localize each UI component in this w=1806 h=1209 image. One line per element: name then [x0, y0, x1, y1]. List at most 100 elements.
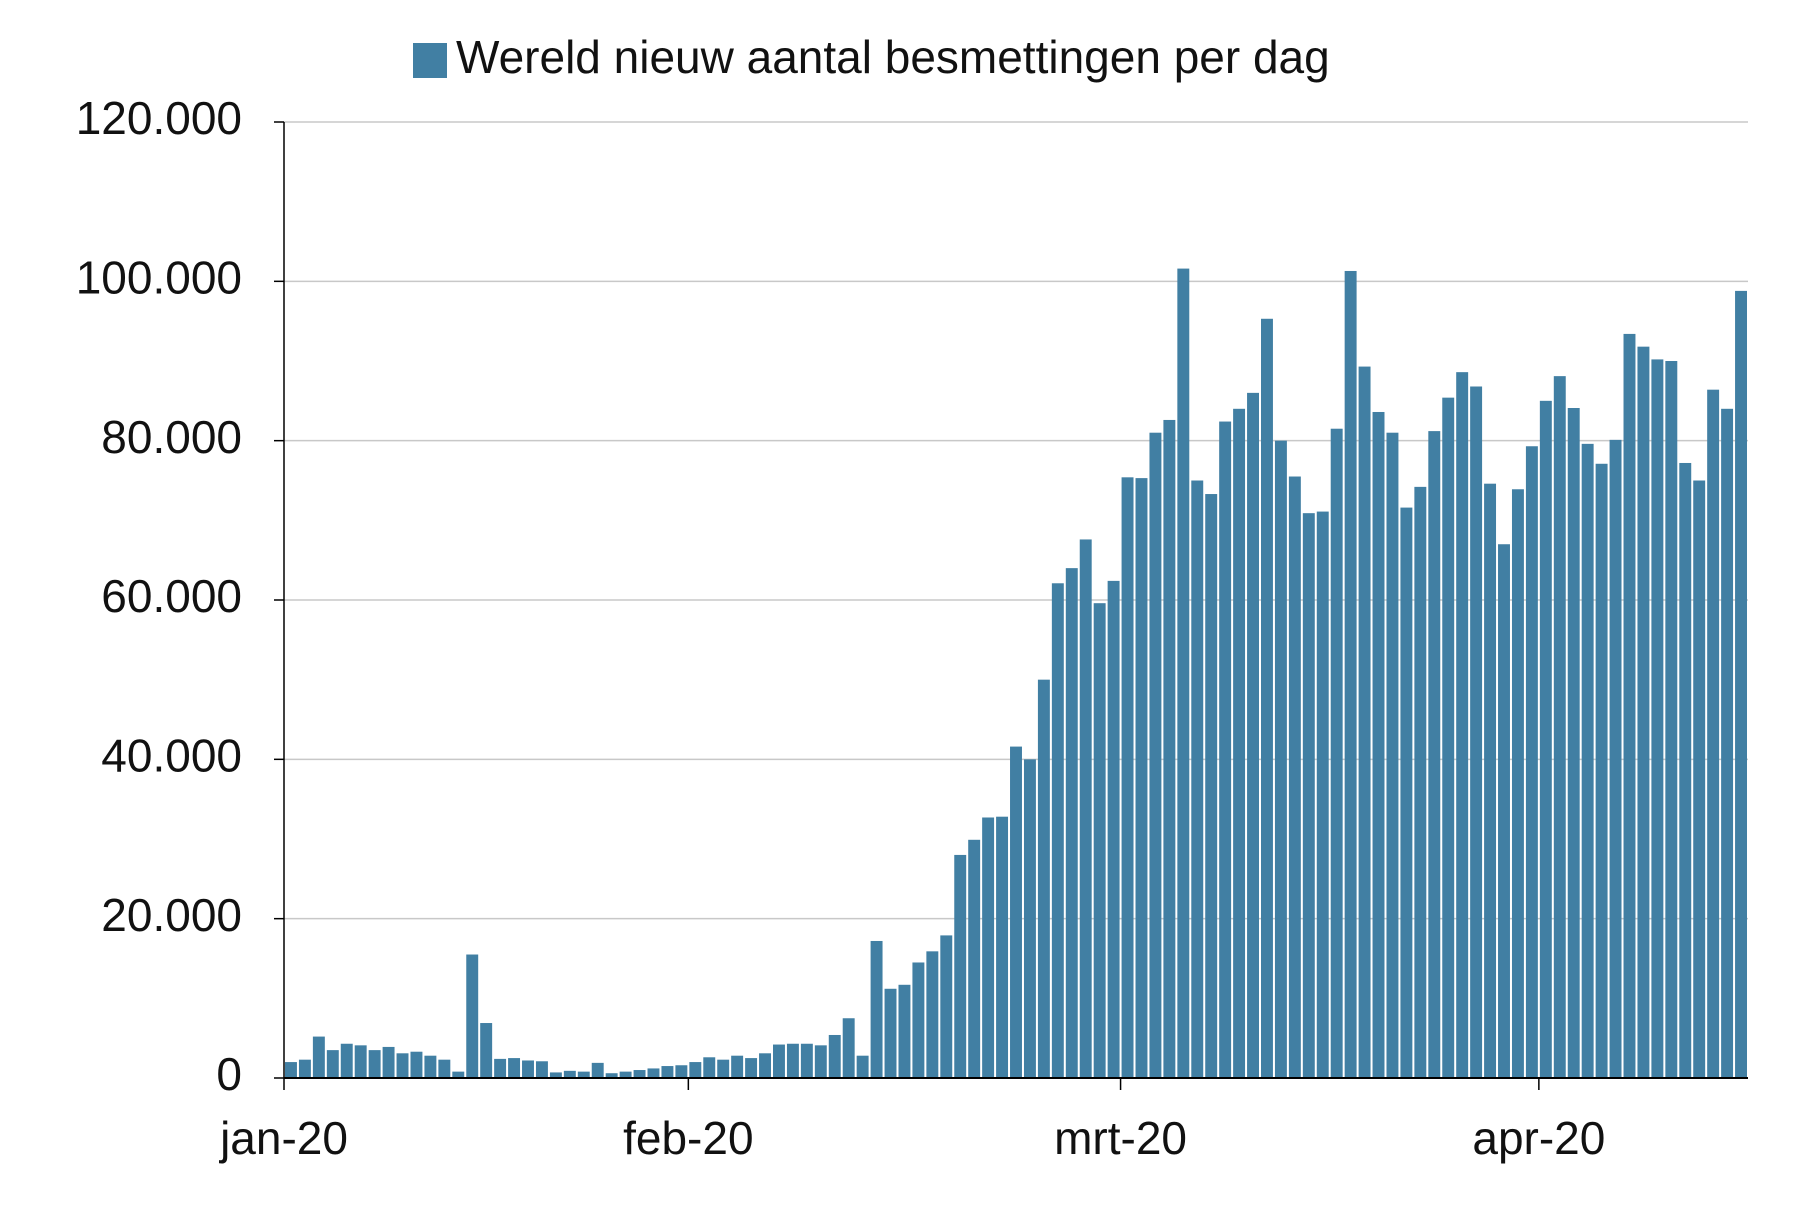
bar	[1191, 480, 1204, 1078]
bar	[1567, 408, 1580, 1079]
bar	[786, 1043, 799, 1078]
bar	[1595, 463, 1608, 1078]
bar	[591, 1062, 604, 1078]
bar	[703, 1057, 716, 1078]
bar	[1247, 392, 1259, 1078]
bar	[1442, 397, 1455, 1078]
bar	[480, 1023, 493, 1078]
bar	[1051, 583, 1064, 1078]
bar	[1177, 268, 1190, 1078]
bar	[1414, 486, 1427, 1079]
y-tick-label: 60.000	[101, 570, 242, 622]
bar	[1010, 746, 1022, 1078]
y-tick-label: 40.000	[101, 729, 242, 781]
bar	[1274, 440, 1287, 1079]
bar	[368, 1050, 381, 1078]
bar	[1163, 419, 1176, 1078]
bar	[1400, 507, 1413, 1078]
bar	[508, 1058, 521, 1078]
bar	[982, 817, 995, 1078]
bar	[410, 1051, 423, 1078]
bar	[940, 935, 953, 1078]
bar	[1511, 489, 1524, 1079]
legend-label: Wereld nieuw aantal besmettingen per dag	[456, 31, 1330, 83]
bar	[1637, 346, 1650, 1078]
bar	[424, 1055, 437, 1078]
bar	[1330, 428, 1343, 1078]
bar	[898, 984, 911, 1078]
bar	[814, 1045, 827, 1078]
bar	[1149, 432, 1162, 1078]
bar	[1316, 511, 1329, 1078]
bar	[828, 1034, 841, 1078]
bar	[912, 962, 925, 1078]
bar	[1219, 421, 1232, 1079]
bar	[800, 1043, 813, 1078]
bar	[689, 1062, 702, 1078]
x-tick-label: mrt-20	[1054, 1112, 1187, 1164]
y-tick-label: 100.000	[76, 251, 242, 303]
x-tick-label: feb-20	[623, 1112, 753, 1164]
y-tick-label: 120.000	[76, 92, 242, 144]
bar	[1735, 290, 1747, 1079]
bar	[535, 1061, 548, 1078]
legend-swatch	[413, 43, 447, 78]
bar	[1665, 361, 1678, 1078]
bar	[1065, 568, 1078, 1078]
bar	[522, 1060, 534, 1078]
bar	[1651, 359, 1664, 1078]
y-tick-label: 20.000	[101, 889, 242, 941]
bar	[452, 1071, 465, 1078]
bar	[1525, 446, 1538, 1078]
bar	[285, 1062, 297, 1078]
bar	[1344, 270, 1357, 1078]
bar	[661, 1066, 674, 1078]
bar	[717, 1059, 730, 1078]
bar	[633, 1070, 646, 1078]
bar	[1261, 318, 1273, 1078]
bar	[870, 940, 883, 1078]
bar	[577, 1071, 590, 1078]
bar	[856, 1055, 869, 1078]
x-tick-label: jan-20	[218, 1112, 348, 1164]
bar	[1609, 439, 1622, 1078]
bar	[675, 1065, 688, 1078]
bar	[1037, 679, 1050, 1078]
bar	[1372, 411, 1385, 1078]
bar	[1205, 494, 1218, 1078]
bar	[382, 1046, 395, 1078]
bar	[494, 1058, 507, 1078]
bar	[1679, 462, 1692, 1078]
bar	[340, 1043, 353, 1078]
bar	[354, 1045, 367, 1078]
bar	[1023, 759, 1036, 1078]
y-tick-label: 80.000	[101, 411, 242, 463]
bar	[1079, 539, 1092, 1078]
bar	[1693, 480, 1706, 1078]
bar	[1721, 408, 1734, 1078]
bar	[466, 954, 479, 1078]
bar	[884, 988, 897, 1078]
bar	[1456, 372, 1469, 1078]
x-tick-label: apr-20	[1472, 1112, 1605, 1164]
bar	[563, 1070, 576, 1078]
bar	[619, 1071, 632, 1078]
bar	[1135, 478, 1148, 1078]
bar	[996, 816, 1009, 1078]
bar	[549, 1072, 562, 1078]
bar	[773, 1044, 785, 1078]
bar	[1358, 366, 1371, 1078]
bar	[1093, 603, 1106, 1078]
bar	[1484, 483, 1497, 1079]
bar	[396, 1053, 409, 1078]
bar	[1107, 580, 1120, 1078]
bar	[1386, 432, 1399, 1078]
bar	[605, 1073, 618, 1078]
bar	[1121, 477, 1134, 1078]
bar	[298, 1059, 311, 1078]
bar	[1233, 408, 1246, 1078]
bar	[438, 1059, 451, 1078]
bar	[842, 1018, 855, 1078]
